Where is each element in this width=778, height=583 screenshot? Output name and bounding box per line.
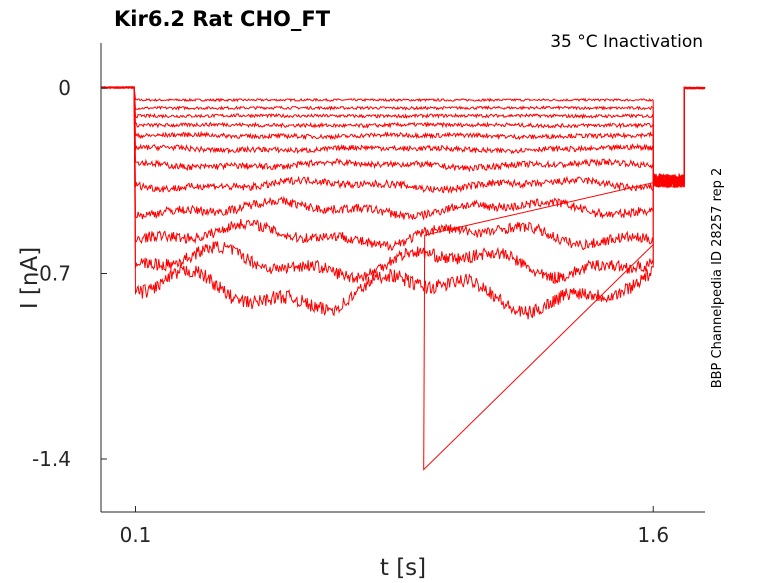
trace-line-10 [100,86,706,471]
x-axis-label: t [s] [380,555,426,581]
y-tick-label-2: -0.7 [32,262,71,286]
y-tick-label-1: 0 [58,76,71,100]
x-tick-label-1: 0.1 [120,523,152,547]
y-axis-label: I [nA] [17,247,43,309]
trace-line-6 [100,86,706,188]
trace-line-12 [100,86,706,320]
trace-line-7 [100,86,706,188]
chart-title: Kir6.2 Rat CHO_FT [114,7,331,31]
trace-line-11 [100,86,706,285]
x-tick-label-2: 1.6 [637,523,669,547]
trace-line-8 [100,86,706,194]
condition-label: 35 °C Inactivation [550,32,703,52]
traces [100,86,706,471]
trace-line-5 [101,86,706,188]
side-label: BBP Channelpedia ID 28257 rep 2 [710,168,725,389]
y-tick-label-3: -1.4 [32,447,71,471]
axis-ticks: 0.1 1.6 0 -0.7 -1.4 [32,76,669,547]
trace-line-9 [100,86,706,221]
trace-line-1 [100,86,706,189]
trace-line-3 [100,86,706,189]
trace-line-4 [100,86,706,189]
trace-line-2 [100,86,706,188]
